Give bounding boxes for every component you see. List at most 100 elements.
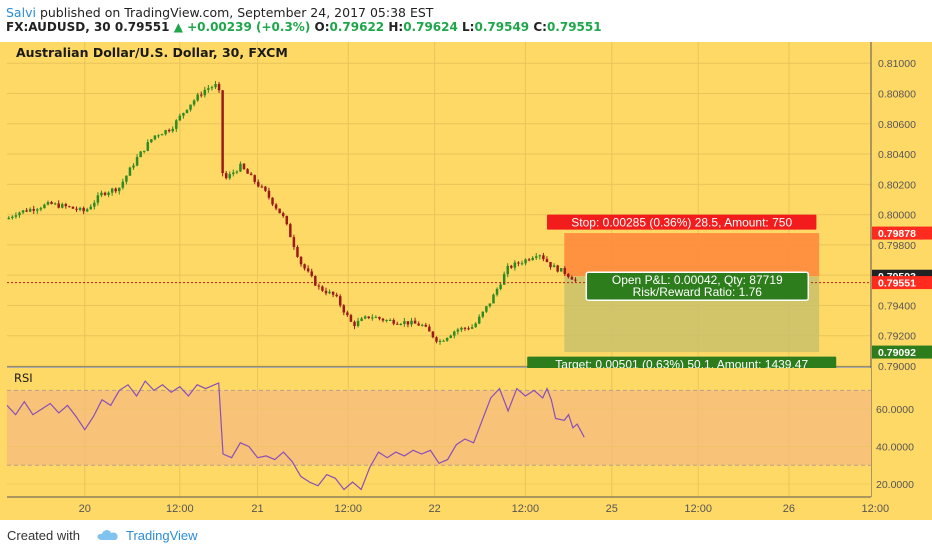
price-axis-label: 0.79551 (872, 276, 932, 290)
candle (292, 234, 296, 250)
candle-body (242, 163, 246, 170)
time-tick-label: 12:00 (512, 503, 540, 515)
candle (371, 314, 374, 321)
candle (570, 275, 574, 280)
candle-body (267, 190, 271, 198)
author-link[interactable]: Salvi (6, 5, 36, 20)
candle-body (371, 317, 374, 319)
candle-body (570, 276, 574, 280)
publish-line: Salvi published on TradingView.com, Sept… (6, 5, 433, 20)
stop-label[interactable]: Stop: 0.00285 (0.36%) 28.5, Amount: 750 (547, 214, 817, 230)
candle (506, 263, 509, 278)
candle (139, 150, 142, 158)
candle (303, 263, 306, 271)
rsi-tick-label: 20.0000 (876, 479, 914, 491)
candle-body (14, 215, 18, 217)
price-axis-label: 0.79092 (872, 345, 932, 359)
candle (403, 317, 406, 327)
open-pnl-text: Open P&L: 0.00042, Qty: 87719 (612, 273, 783, 287)
candle (157, 134, 160, 139)
candle (299, 256, 303, 267)
candle (100, 190, 103, 198)
candle-body (128, 167, 132, 176)
candle-body (506, 265, 509, 275)
candle (189, 104, 192, 112)
time-tick-label: 25 (606, 503, 618, 515)
candle-body (435, 337, 438, 342)
tradingview-logo-icon[interactable] (95, 528, 121, 542)
candle (246, 168, 249, 174)
price-pane[interactable]: Stop: 0.00285 (0.36%) 28.5, Amount: 750T… (0, 42, 932, 497)
candle (417, 321, 420, 326)
candle-body (253, 175, 256, 182)
candle (85, 207, 89, 213)
candle (89, 204, 93, 210)
candle-body (46, 202, 50, 205)
candle-body (125, 175, 128, 182)
candle-body (463, 327, 467, 329)
time-tick-label: 12:00 (862, 503, 890, 515)
candle-body (85, 209, 89, 212)
candle (442, 339, 445, 342)
tradingview-brand-link[interactable]: TradingView (126, 528, 198, 543)
candle-body (53, 203, 57, 205)
candle-body (110, 188, 114, 193)
last-price: 0.79551 (114, 20, 170, 34)
candle (146, 139, 150, 152)
candle-body (118, 187, 121, 192)
candle-body (535, 256, 538, 258)
candle (167, 128, 171, 133)
candle-body (224, 173, 228, 179)
candle (242, 163, 246, 170)
candle (338, 294, 342, 308)
chart-header: Salvi published on TradingView.com, Sept… (0, 0, 932, 38)
candle-body (28, 208, 32, 212)
candle-body (392, 319, 395, 324)
candle-body (396, 323, 399, 325)
chart-canvas[interactable]: Stop: 0.00285 (0.36%) 28.5, Amount: 750T… (0, 38, 932, 520)
close-label: C: (533, 20, 547, 34)
rsi-tick-label: 40.0000 (876, 442, 914, 454)
candle (485, 305, 488, 313)
candle-body (460, 327, 463, 330)
price-axis-label-text: 0.79878 (878, 228, 916, 240)
candle (420, 323, 424, 327)
candle (57, 200, 60, 209)
candle-body (449, 335, 452, 338)
candle (32, 205, 35, 214)
candle-body (353, 321, 356, 327)
candle-body (567, 273, 570, 277)
candle-body (477, 316, 481, 324)
time-axis[interactable]: 20 12:00 21 12:00 22 12:00 25 12:00 26 12:00 (0, 496, 932, 520)
candle (175, 119, 178, 132)
candle-body (167, 130, 171, 132)
candle-body (93, 202, 96, 207)
rsi-pane[interactable]: 20.0000 40.0000 60.0000 RSI (6, 368, 914, 497)
candle (306, 265, 310, 273)
candle-body (139, 151, 142, 158)
open-label: O: (314, 20, 330, 34)
candle-body (431, 331, 435, 338)
candle (438, 339, 442, 345)
stop-loss-zone[interactable] (564, 233, 820, 277)
time-axis-background (0, 497, 932, 520)
candle (21, 210, 25, 215)
candle (559, 268, 563, 272)
candle-body (82, 207, 85, 212)
left-margin (0, 42, 7, 497)
candle-body (317, 285, 321, 287)
time-tick-label: 12:00 (166, 503, 194, 515)
candle (96, 192, 100, 206)
candle (214, 80, 217, 90)
candle-body (559, 268, 563, 272)
candle-body (175, 120, 178, 129)
candle-body (474, 323, 477, 328)
candle-body (467, 328, 470, 330)
candle (14, 212, 18, 219)
candle-body (399, 323, 403, 325)
open-pnl-box[interactable]: Open P&L: 0.00042, Qty: 87719Risk/Reward… (585, 271, 810, 301)
candle (199, 91, 203, 98)
candle (321, 285, 324, 292)
candle-body (349, 315, 353, 322)
candle (28, 207, 32, 213)
